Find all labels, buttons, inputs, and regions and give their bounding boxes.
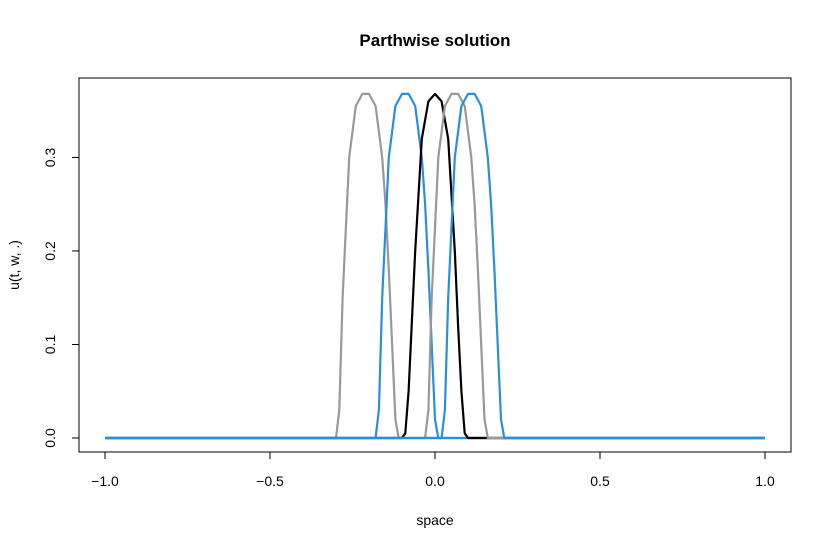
x-tick-label: 0.0: [425, 473, 445, 489]
y-tick-label: 0.2: [42, 241, 58, 261]
y-tick-label: 0.0: [42, 428, 58, 448]
series-layer: [105, 92, 765, 440]
y-tick-label: 0.1: [42, 335, 58, 355]
x-tick-label: 0.5: [590, 473, 610, 489]
series-line-5: [105, 92, 765, 440]
x-axis-label: space: [416, 512, 454, 528]
chart-title: Parthwise solution: [359, 31, 510, 50]
y-axis-label: u(t, w, .): [6, 240, 22, 290]
x-tick-label: −0.5: [256, 473, 284, 489]
series-line-3: [105, 92, 765, 440]
series-line-1: [105, 92, 765, 440]
series-line-4: [105, 92, 765, 440]
x-tick-label: 1.0: [755, 473, 775, 489]
series-line-2: [105, 92, 765, 440]
y-tick-label: 0.3: [42, 148, 58, 168]
x-axis: −1.0 −0.5 0.0 0.5 1.0: [91, 451, 775, 489]
x-tick-label: −1.0: [91, 473, 119, 489]
y-axis: 0.0 0.1 0.2 0.3: [42, 148, 80, 448]
